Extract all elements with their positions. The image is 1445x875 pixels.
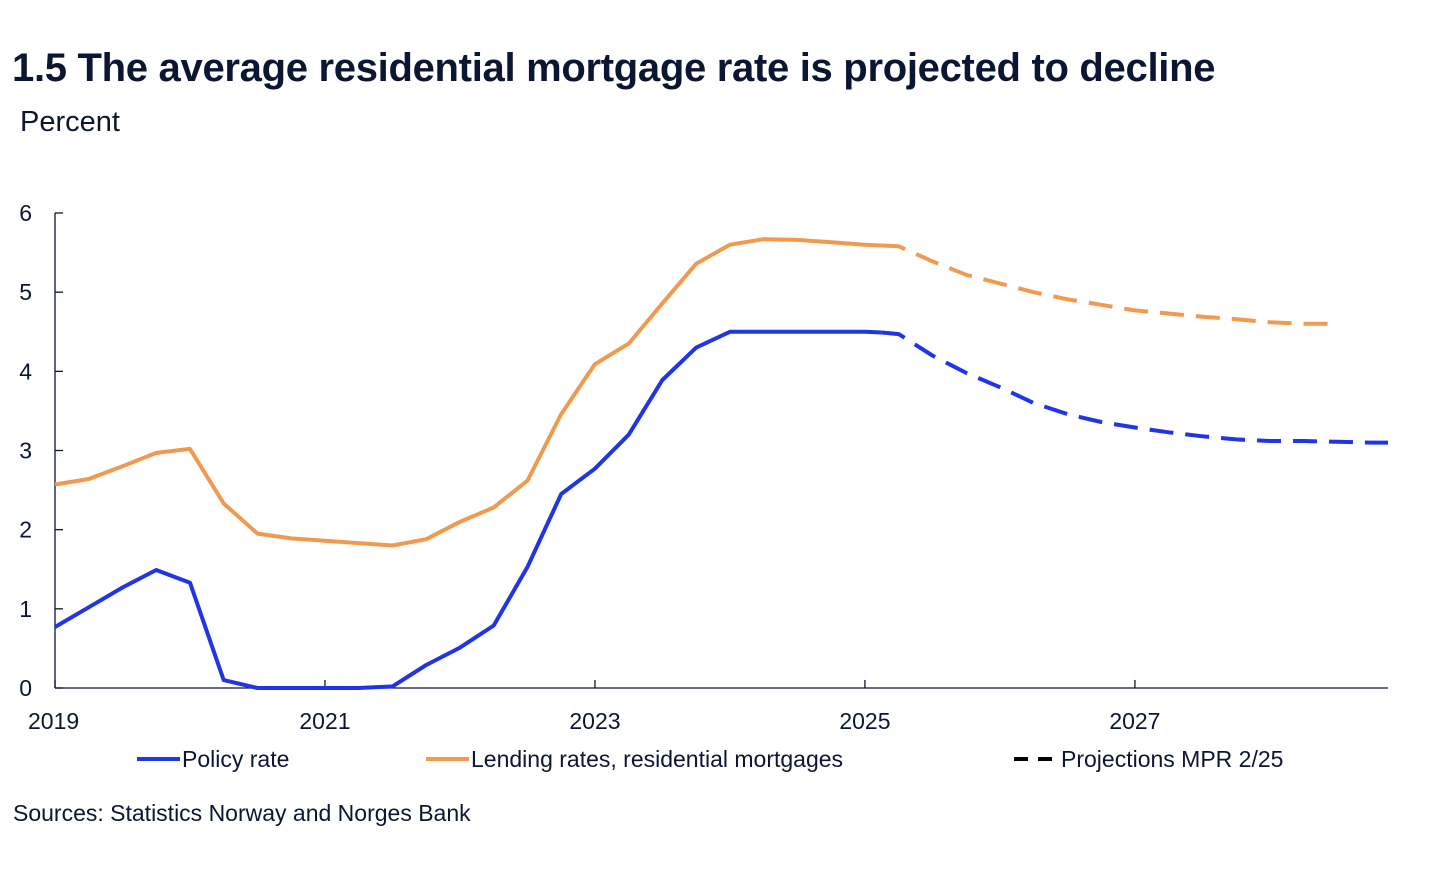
y-tick-label: 2 <box>19 517 32 543</box>
legend-label-policy-rate: Policy rate <box>182 746 289 772</box>
axes: 0 1 2 3 4 5 6 2019 2021 2023 2025 2027 <box>19 200 1388 734</box>
x-tick-label: 2021 <box>299 708 350 734</box>
chart-title: 1.5 The average residential mortgage rat… <box>12 46 1216 90</box>
y-tick-label: 0 <box>19 675 32 701</box>
x-tick-label: 2019 <box>28 708 79 734</box>
series-layer <box>53 237 1388 690</box>
y-tick-label: 4 <box>19 358 32 384</box>
chart-unit-label: Percent <box>20 106 120 138</box>
legend: Policy rate Lending rates, residential m… <box>137 746 1283 772</box>
x-tick-label: 2025 <box>839 708 890 734</box>
projection-line-policy-rate <box>881 330 1388 445</box>
series-line-lending-rates <box>54 237 882 548</box>
series-line-policy-rate <box>53 329 882 690</box>
x-tick-label: 2027 <box>1109 708 1160 734</box>
legend-label-projections: Projections MPR 2/25 <box>1061 746 1283 772</box>
source-note: Sources: Statistics Norway and Norges Ba… <box>13 800 471 826</box>
y-tick-label: 3 <box>19 438 32 464</box>
x-tick-label: 2023 <box>569 708 620 734</box>
y-tick-label: 6 <box>19 200 32 226</box>
y-tick-label: 1 <box>19 596 32 622</box>
projection-line-lending-rates <box>881 243 1338 326</box>
legend-label-lending-rates: Lending rates, residential mortgages <box>471 746 843 772</box>
y-tick-label: 5 <box>19 279 32 305</box>
